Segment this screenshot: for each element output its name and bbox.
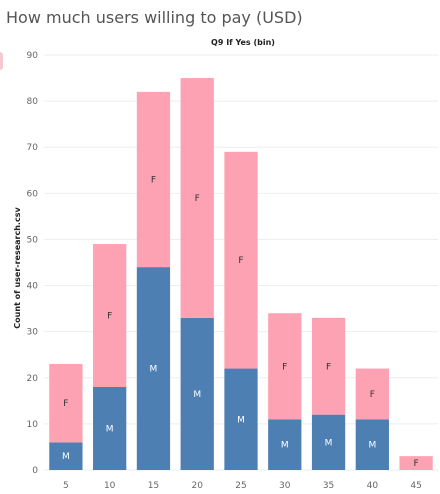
bar-segment bbox=[268, 313, 302, 420]
y-tick-label: 70 bbox=[27, 143, 39, 153]
bar-segment bbox=[49, 363, 83, 443]
y-axis: 0 10 20 30 40 50 60 70 80 90 bbox=[27, 51, 39, 476]
y-tick-label: 10 bbox=[27, 420, 39, 430]
y-tick-label: 60 bbox=[27, 189, 39, 199]
segment-label: F bbox=[195, 194, 200, 204]
x-tick-label: 30 bbox=[279, 481, 291, 491]
y-tick-label: 50 bbox=[27, 235, 39, 245]
x-tick-label: 10 bbox=[104, 481, 116, 491]
segment-label: M bbox=[193, 390, 201, 400]
bar-segment bbox=[311, 317, 346, 415]
bar-segment bbox=[93, 387, 127, 470]
bar-segment bbox=[224, 368, 258, 470]
bar-segment bbox=[93, 244, 127, 387]
segment-label: F bbox=[238, 256, 243, 266]
segment-label: F bbox=[63, 399, 68, 409]
segment-label: M bbox=[325, 438, 333, 448]
bar-segment bbox=[136, 267, 171, 470]
segment-label: M bbox=[106, 425, 114, 435]
y-tick-label: 0 bbox=[32, 466, 38, 476]
bar-segment bbox=[399, 456, 433, 470]
bar-segment bbox=[180, 317, 214, 470]
x-tick-label: 20 bbox=[191, 481, 203, 491]
segment-label: F bbox=[107, 312, 112, 322]
segment-label: M bbox=[237, 415, 245, 425]
bar-segment bbox=[311, 414, 346, 470]
x-tick-label: 40 bbox=[367, 481, 379, 491]
bar-segment bbox=[49, 442, 83, 470]
segment-label: M bbox=[368, 441, 376, 451]
chart-title: How much users willing to pay (USD) bbox=[6, 8, 303, 27]
y-tick-label: 20 bbox=[27, 374, 39, 384]
y-axis-title: Count of user-research.csv bbox=[13, 207, 22, 329]
y-tick-label: 80 bbox=[27, 97, 39, 107]
x-axis: 5 10 15 20 25 30 35 40 45 bbox=[63, 481, 422, 491]
segment-label: M bbox=[150, 365, 158, 375]
bar-segment bbox=[355, 419, 389, 470]
x-axis-title: Q9 If Yes (bin) bbox=[211, 38, 275, 47]
segment-label: M bbox=[281, 441, 289, 451]
bar-segment bbox=[355, 368, 389, 420]
y-tick-label: 40 bbox=[27, 282, 39, 292]
y-tick-label: 30 bbox=[27, 328, 39, 338]
x-tick-label: 5 bbox=[63, 481, 69, 491]
x-tick-label: 25 bbox=[235, 481, 246, 491]
bar-segment bbox=[268, 419, 302, 470]
bar-segment bbox=[224, 151, 258, 369]
segment-label: F bbox=[326, 362, 331, 372]
x-tick-label: 45 bbox=[410, 481, 421, 491]
segment-label: F bbox=[151, 176, 156, 186]
x-tick-label: 35 bbox=[323, 481, 334, 491]
y-tick-label: 90 bbox=[27, 51, 39, 61]
bar-segment bbox=[180, 78, 214, 318]
segment-label: M bbox=[62, 452, 70, 462]
segment-label: F bbox=[370, 390, 375, 400]
segment-label: F bbox=[282, 362, 287, 372]
bars: M F M F M F M F M F M F M F M F F bbox=[49, 78, 433, 470]
x-tick-label: 15 bbox=[148, 481, 159, 491]
bar-segment bbox=[136, 91, 171, 268]
sheet-accent-tab bbox=[0, 52, 3, 70]
segment-label: F bbox=[414, 459, 419, 469]
